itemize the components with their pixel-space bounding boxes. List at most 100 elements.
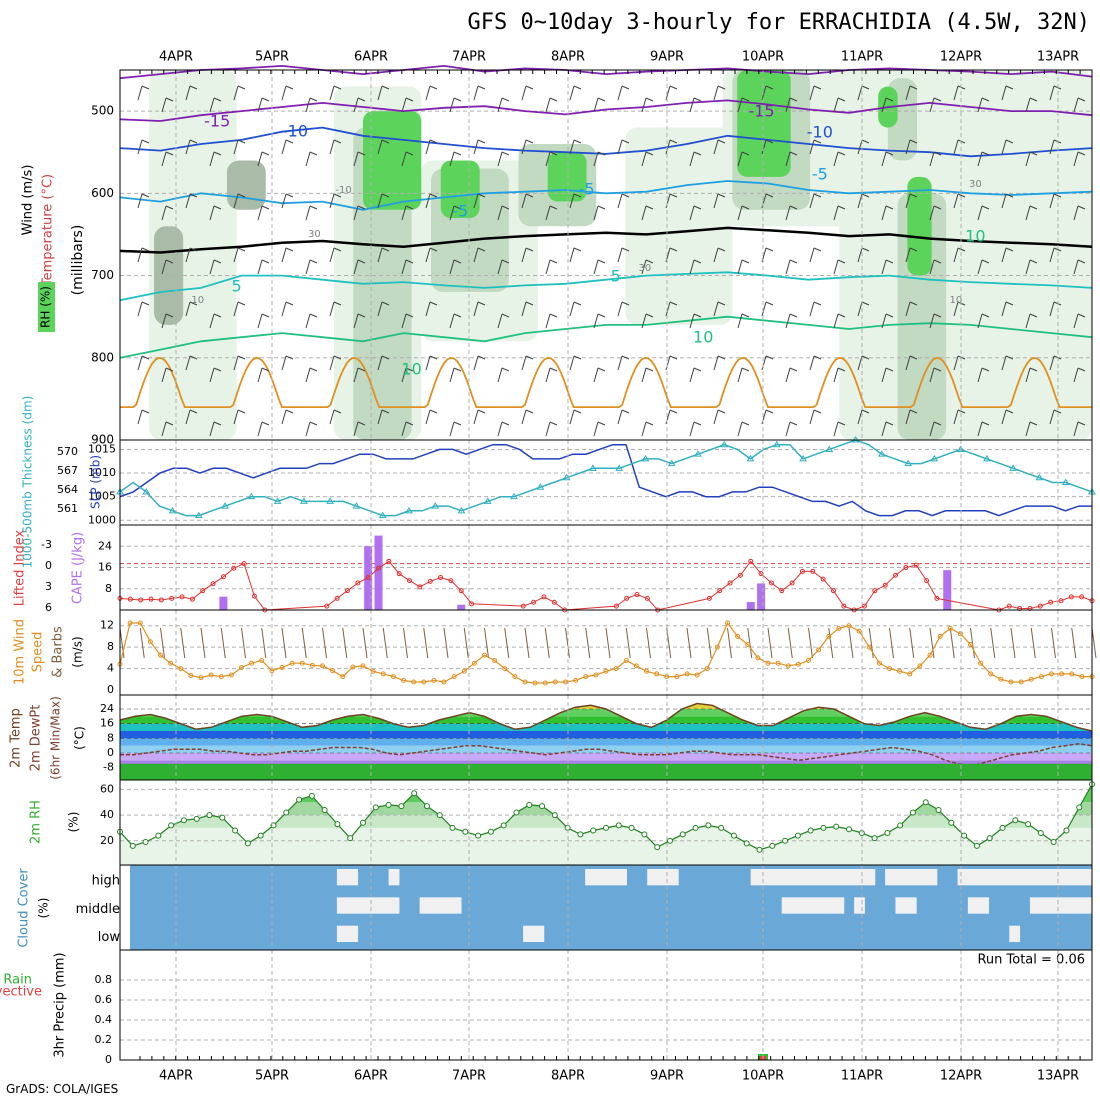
wind-barb-flag bbox=[765, 139, 774, 144]
wind-barb-flag bbox=[261, 205, 270, 210]
wind-barb bbox=[449, 97, 455, 113]
surface-wind-barb bbox=[828, 627, 834, 659]
cloud-clear-cell bbox=[1071, 869, 1083, 886]
wind-barb bbox=[377, 247, 383, 263]
contour-label: 10 bbox=[693, 328, 713, 347]
cloud-clear-cell bbox=[347, 925, 359, 942]
cloud-clear-cell bbox=[978, 869, 990, 886]
wind-barb-flag bbox=[357, 421, 366, 426]
rh-point bbox=[334, 821, 341, 828]
wind-barb bbox=[1025, 205, 1031, 221]
wind-barb bbox=[329, 301, 335, 317]
wind-barb-flag bbox=[957, 247, 966, 252]
wind-barb-flag bbox=[141, 409, 150, 414]
rh-point bbox=[705, 822, 712, 829]
cloud-clear-cell bbox=[781, 869, 793, 886]
wind-barb-flag bbox=[813, 139, 822, 144]
date-label-top: 11APR bbox=[841, 50, 883, 65]
wind-barb bbox=[329, 193, 335, 209]
wind-speed-point bbox=[583, 674, 589, 680]
wind-speed-point bbox=[228, 672, 234, 678]
lifted-index-point bbox=[1058, 598, 1064, 604]
wind-barb bbox=[1001, 301, 1007, 317]
wind-barb-flag bbox=[717, 355, 726, 360]
lifted-index-point bbox=[376, 565, 382, 571]
wind-barb bbox=[521, 301, 527, 317]
wind-barb-flag bbox=[957, 409, 966, 414]
rh-point bbox=[897, 822, 904, 829]
lifted-index-point bbox=[799, 568, 805, 574]
wind-tick-label: 12 bbox=[100, 619, 114, 632]
wind-barb bbox=[257, 205, 263, 221]
wind-barb-flag bbox=[333, 355, 342, 360]
wind-speed-point bbox=[552, 679, 558, 685]
wind-barb-flag bbox=[549, 205, 558, 210]
wind-barb-flag bbox=[885, 205, 894, 210]
lifted-index-point bbox=[448, 578, 454, 584]
wind-barb-flag bbox=[1005, 85, 1014, 90]
lifted-index-point bbox=[417, 584, 423, 590]
wind-barb bbox=[449, 421, 455, 437]
lifted-index-point bbox=[169, 595, 175, 601]
isotherm-10 bbox=[119, 315, 1093, 359]
wind-barb bbox=[473, 355, 479, 371]
temperature-mask bbox=[120, 695, 1092, 731]
wind-barb bbox=[521, 193, 527, 209]
contour-label: 5 bbox=[232, 277, 242, 296]
date-label-top: 13APR bbox=[1037, 50, 1079, 65]
wind-barb bbox=[641, 259, 647, 275]
rh-point bbox=[743, 840, 750, 847]
wind-barb bbox=[665, 85, 671, 101]
cloud-clear-cell bbox=[1009, 869, 1021, 886]
minmax-axis-label: (6hr Min/Max) bbox=[49, 696, 63, 780]
cape-bar bbox=[374, 535, 383, 610]
wind-speed-point bbox=[309, 662, 315, 668]
cape-tick-label: 8 bbox=[105, 582, 112, 595]
wind-barb-flag bbox=[477, 409, 486, 414]
wind-barb bbox=[425, 139, 431, 155]
rh2m-unit-label: (%) bbox=[67, 812, 81, 833]
wind-barb-flag bbox=[261, 421, 270, 426]
wind-barb bbox=[281, 409, 287, 425]
wind-barb-flag bbox=[861, 409, 870, 414]
wind-barb bbox=[305, 259, 311, 275]
wind-barb-flag bbox=[621, 247, 630, 252]
rh-point bbox=[922, 799, 929, 806]
wind-barb-flag bbox=[597, 151, 606, 156]
lifted-index-point bbox=[820, 576, 826, 582]
contour-label: 10 bbox=[191, 295, 204, 306]
lifted-index-point bbox=[138, 597, 144, 603]
wind-speed-point bbox=[856, 628, 862, 634]
wind-barb bbox=[473, 301, 479, 317]
credit-label: GrADS: COLA/IGES bbox=[6, 1082, 119, 1096]
wind-barb bbox=[137, 301, 143, 317]
wind-barb-flag bbox=[333, 247, 342, 252]
lifted-index-point bbox=[810, 568, 816, 574]
wind-barb-flag bbox=[405, 97, 414, 102]
wind-barb bbox=[785, 421, 791, 437]
wind-barb-flag bbox=[909, 355, 918, 360]
cloud-clear-cell bbox=[926, 869, 938, 886]
wind-barb bbox=[209, 205, 215, 221]
cloud-clear-cell bbox=[916, 869, 927, 886]
wind-barb bbox=[1025, 421, 1031, 437]
wind-speed-point bbox=[522, 679, 528, 685]
temperature-tick-label: 0 bbox=[107, 746, 114, 759]
cloud-clear-cell bbox=[854, 897, 865, 914]
surface-wind-barb bbox=[848, 627, 854, 659]
wind-barb bbox=[185, 409, 191, 425]
wind-barb-flag bbox=[1005, 247, 1014, 252]
contour-label: 30 bbox=[308, 229, 321, 240]
lifted-index-point bbox=[830, 588, 836, 594]
wind-barb-flag bbox=[477, 139, 486, 144]
wind-speed-point bbox=[1069, 671, 1075, 677]
lifted-index-point bbox=[737, 572, 743, 578]
rh-point bbox=[219, 814, 226, 821]
wind-barb-flag bbox=[861, 139, 870, 144]
cloud-clear-cell bbox=[823, 897, 834, 914]
wind-barb-flag bbox=[357, 313, 366, 318]
wind-speed-point bbox=[279, 665, 285, 670]
wind-barb bbox=[569, 409, 575, 425]
wind-barb bbox=[497, 367, 503, 383]
wind-barb-flag bbox=[765, 301, 774, 306]
